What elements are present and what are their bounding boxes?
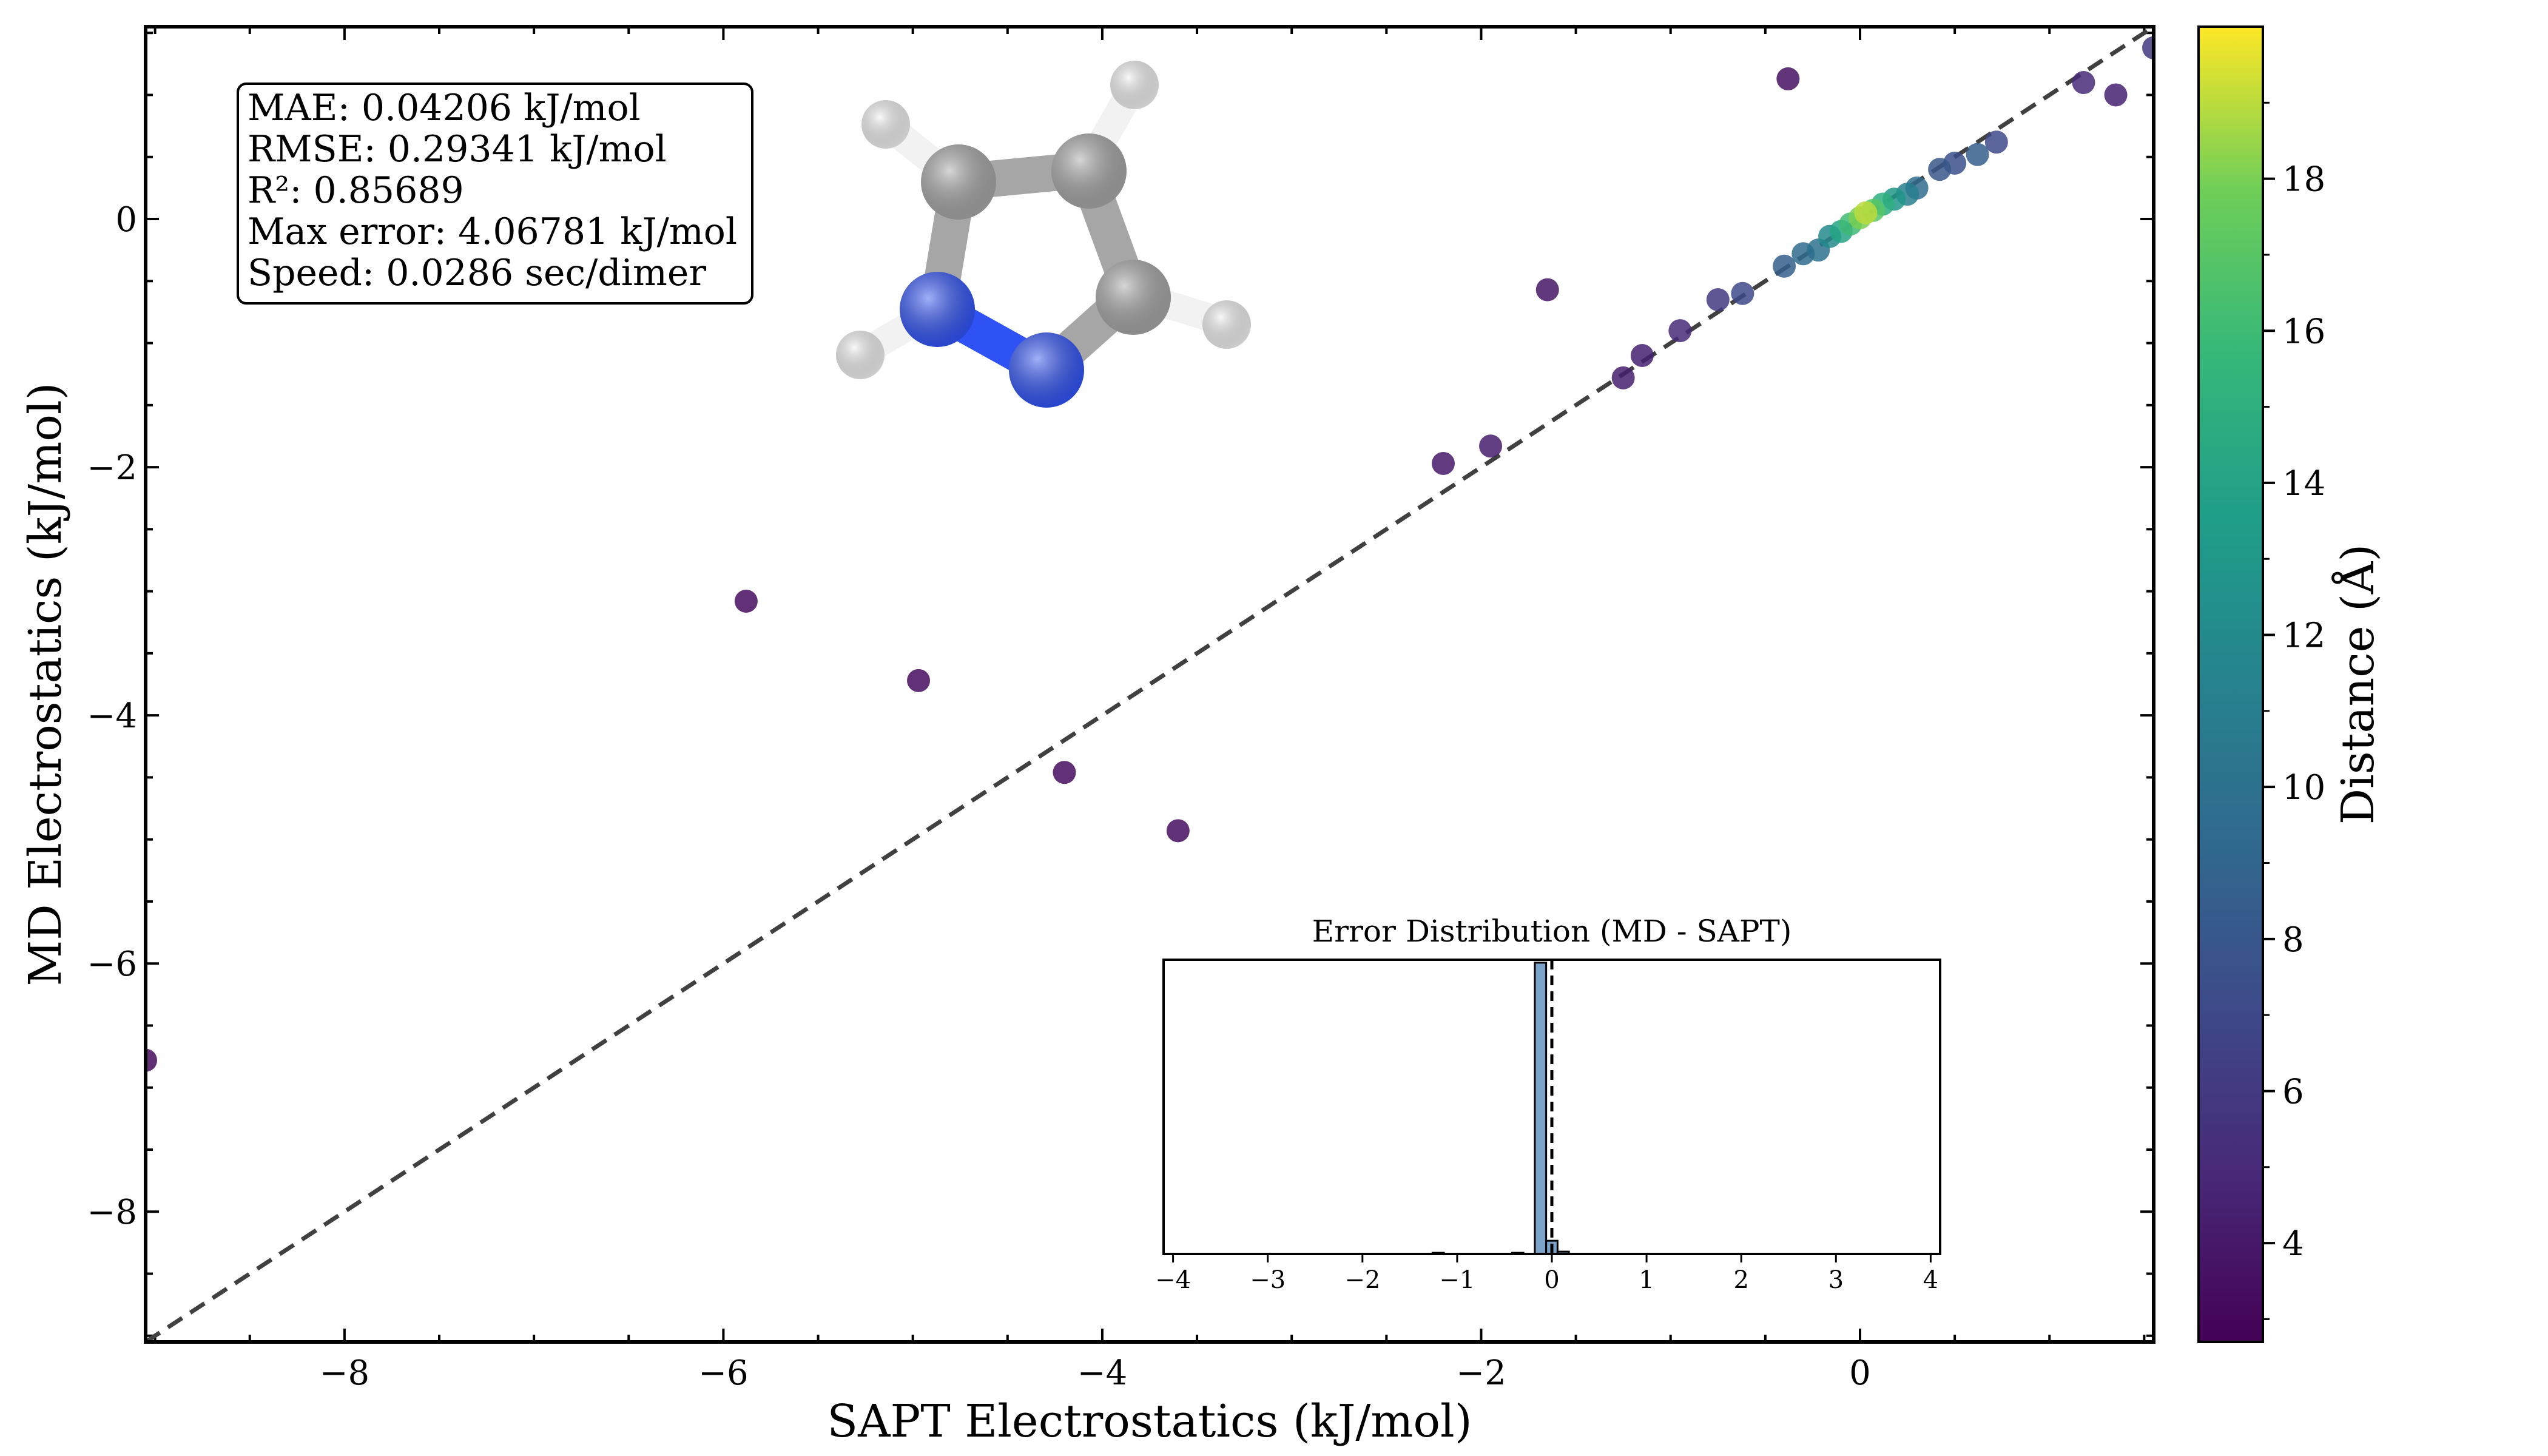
inset-x-tick-label: −1 <box>1439 1266 1475 1294</box>
inset-histogram: −4 −3 −2 −1 0 1 2 3 4 Error Distribution (MD - S… <box>1155 914 1941 1294</box>
scatter-point <box>1668 319 1692 343</box>
scatter-point <box>1611 366 1635 389</box>
colorbar-tick-label: 8 <box>2282 920 2304 960</box>
stats-box: MAE: 0.04206 kJ/mol RMSE: 0.29341 kJ/mol… <box>237 83 753 305</box>
colorbar-label: Distance (Å) <box>2331 544 2384 824</box>
stats-rmse: RMSE: 0.29341 kJ/mol <box>248 128 667 170</box>
y-tick-label: −4 <box>87 696 137 736</box>
y-axis-title: MD Electrostatics (kJ/mol) <box>19 383 72 986</box>
molecule-illustration <box>836 61 1251 408</box>
histogram-bar <box>1534 962 1548 1255</box>
scatter-point <box>1630 344 1654 367</box>
scatter-point <box>907 669 931 692</box>
scatter-point <box>1706 288 1730 311</box>
colorbar-tick-label: 18 <box>2282 160 2325 200</box>
x-tick-label: −8 <box>320 1353 370 1393</box>
scatter-point <box>2142 36 2154 59</box>
colorbar-tick-label: 6 <box>2282 1072 2304 1111</box>
stats-r2: R²: 0.85689 <box>248 169 464 212</box>
stats-mae: MAE: 0.04206 kJ/mol <box>248 87 641 129</box>
colorbar: 4 6 8 10 12 14 16 18 Distance (Å) <box>2197 25 2384 1343</box>
inset-axis-ticks: −4 −3 −2 −1 0 1 2 3 4 <box>1155 1254 1938 1294</box>
scatter-point <box>1166 819 1190 843</box>
scatter-point <box>2104 83 2128 107</box>
inset-x-tick-label: 1 <box>1639 1266 1654 1294</box>
inset-x-tick-label: −4 <box>1155 1266 1191 1294</box>
scatter-point <box>2072 71 2095 95</box>
colorbar-tick-label: 10 <box>2282 768 2325 807</box>
scatter-point <box>146 1048 157 1072</box>
inset-x-tick-label: −3 <box>1250 1266 1286 1294</box>
scatter-point <box>1854 201 1878 224</box>
stats-speed: Speed: 0.0286 sec/dimer <box>248 252 706 294</box>
scatter-point <box>1535 278 1559 302</box>
plot-area <box>144 25 2155 1344</box>
colorbar-ticks: 4 6 8 10 12 14 16 18 <box>2263 101 2325 1320</box>
y-tick-label: −8 <box>87 1193 137 1232</box>
scatter-point <box>1731 281 1754 305</box>
inset-x-tick-label: 3 <box>1828 1266 1844 1294</box>
inset-x-tick-label: 0 <box>1544 1266 1559 1294</box>
y-tick-label: −6 <box>87 945 137 984</box>
y-tick-label: 0 <box>115 200 137 240</box>
scatter-point <box>734 589 758 613</box>
scatter-point <box>1479 434 1503 458</box>
scatter-points <box>146 36 2154 1072</box>
inset-x-tick-label: 2 <box>1733 1266 1748 1294</box>
x-tick-label: −2 <box>1456 1353 1506 1393</box>
inset-title: Error Distribution (MD - SAPT) <box>1312 914 1792 949</box>
scatter-point <box>1928 158 1952 181</box>
inset-x-tick-label: 4 <box>1923 1266 1938 1294</box>
colorbar-tick-label: 14 <box>2282 464 2325 504</box>
scatter-point <box>1053 761 1076 784</box>
x-axis-title: SAPT Electrostatics (kJ/mol) <box>827 1395 1472 1448</box>
x-tick-label: 0 <box>1849 1353 1871 1393</box>
colorbar-gradient <box>2197 25 2264 1343</box>
inset-x-tick-label: −2 <box>1344 1266 1380 1294</box>
scatter-point <box>1432 451 1455 475</box>
scatter-point <box>1773 254 1796 278</box>
colorbar-tick-label: 16 <box>2282 312 2325 351</box>
scatter-point <box>1984 130 2008 154</box>
scatter-point <box>1776 67 1800 90</box>
colorbar-tick-label: 4 <box>2282 1224 2304 1264</box>
colorbar-tick-label: 12 <box>2282 616 2325 656</box>
y-tick-label: −2 <box>87 448 137 488</box>
scatter-point <box>1966 143 1989 166</box>
x-tick-label: −4 <box>1077 1353 1128 1393</box>
main-axis-ticks: −8 −6 −4 −2 0 −8 −6 −4 −2 0 <box>87 27 2154 1393</box>
x-tick-label: −6 <box>698 1353 749 1393</box>
stats-max-error: Max error: 4.06781 kJ/mol <box>248 211 737 253</box>
